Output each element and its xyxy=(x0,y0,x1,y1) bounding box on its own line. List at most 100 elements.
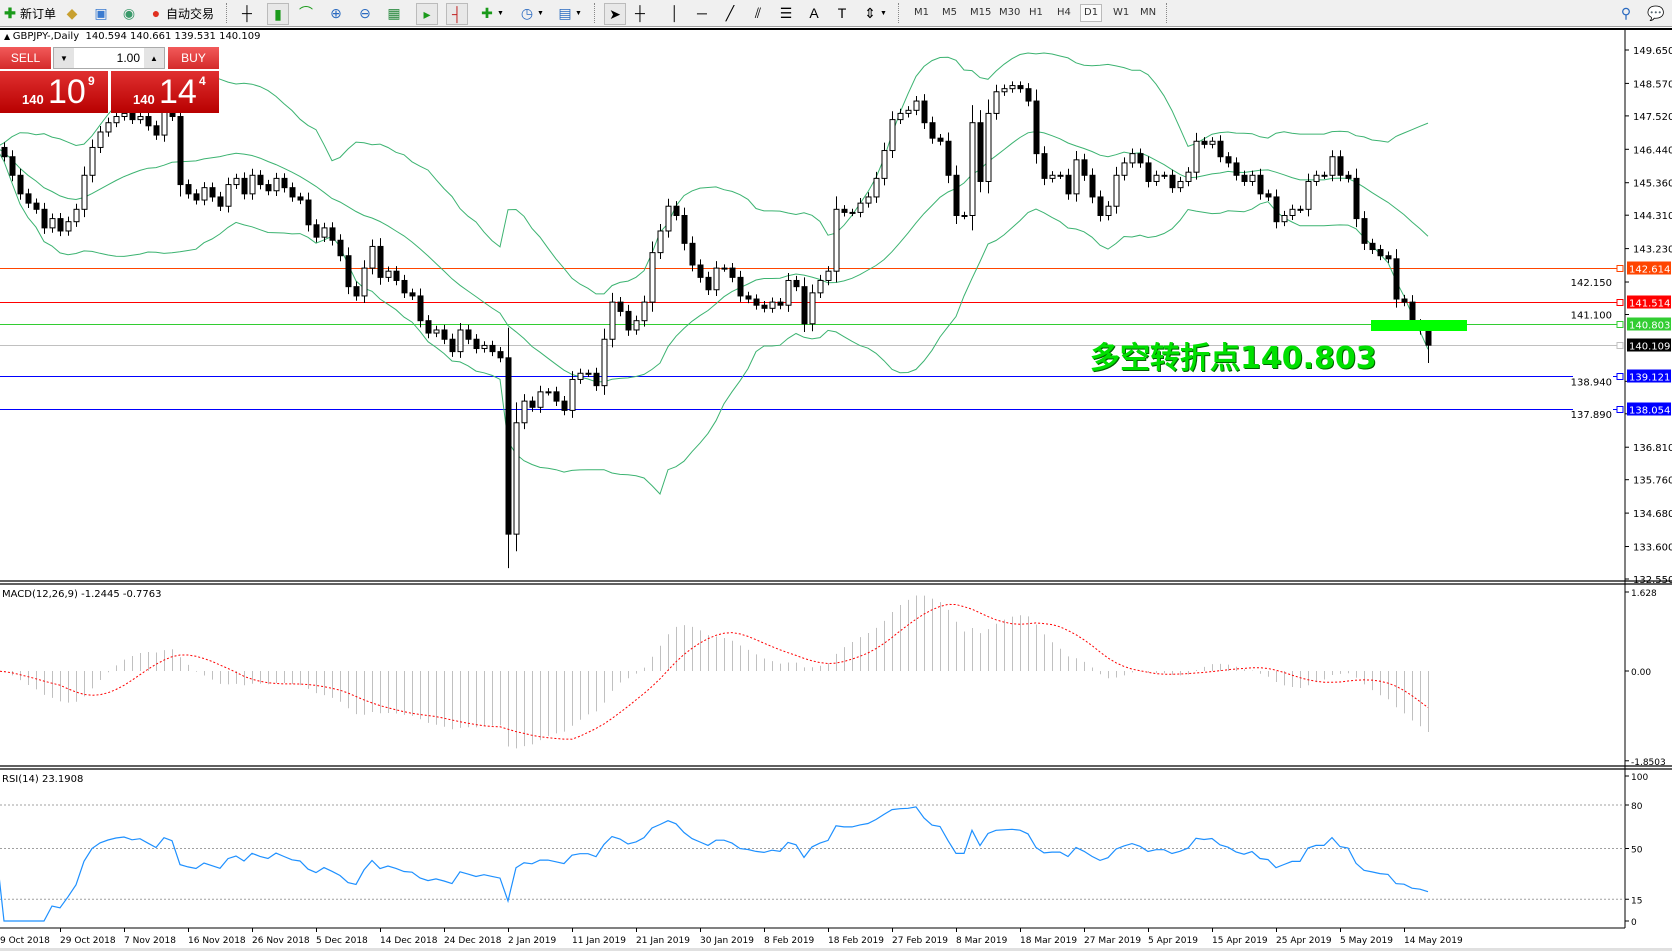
candle-body-bear xyxy=(329,227,336,241)
candle-body-bear xyxy=(129,112,136,121)
indicators-button[interactable]: ✚ ▼ xyxy=(477,3,504,23)
candle xyxy=(1073,151,1080,202)
market-watch-button[interactable]: ◆ xyxy=(62,3,82,23)
crosshair-tool-button[interactable]: ┼ xyxy=(630,3,650,23)
buy-button[interactable]: BUY xyxy=(168,47,219,70)
chevron-down-icon: ▼ xyxy=(537,9,544,17)
bollinger-lower-band xyxy=(0,153,1429,495)
price-tick-label: 141.100 xyxy=(1571,311,1612,322)
auto-trading-button[interactable]: ● 自动交易 xyxy=(146,3,214,23)
search-button[interactable]: ⚲ xyxy=(1616,3,1636,23)
candle xyxy=(1329,150,1336,182)
text-tool-button[interactable]: A xyxy=(804,3,824,23)
price-level-label-bg xyxy=(1627,295,1671,309)
horizontal-line-button[interactable]: ─ xyxy=(692,3,712,23)
candle-body-bull xyxy=(161,109,168,136)
lot-decrease-button[interactable]: ▼ xyxy=(54,48,74,68)
candle xyxy=(913,95,920,116)
bar-chart-button[interactable]: ┼ xyxy=(237,3,257,23)
candle xyxy=(609,292,616,348)
candle xyxy=(857,198,864,218)
candle-body-bear xyxy=(921,100,928,124)
trendline-button[interactable]: ╱ xyxy=(720,3,740,23)
candle xyxy=(73,203,80,227)
candle xyxy=(1041,146,1048,186)
new-order-button[interactable]: ✚ 新订单 xyxy=(0,3,56,23)
timeframe-h1[interactable]: H1 xyxy=(1029,7,1043,18)
equidistant-channel-button[interactable]: ⫽ xyxy=(748,3,768,23)
candle-body-bear xyxy=(409,292,416,297)
arrows-button[interactable]: ⇕ ▼ xyxy=(860,3,887,23)
date-label: 7 Nov 2018 xyxy=(124,936,176,946)
candle-body-bear xyxy=(1089,174,1096,198)
candle xyxy=(497,346,504,363)
price-tick-label-bg xyxy=(1573,307,1613,321)
timeframe-m30[interactable]: M30 xyxy=(999,7,1021,18)
timeframe-m1[interactable]: M1 xyxy=(914,7,929,18)
date-label: 25 Apr 2019 xyxy=(1276,936,1332,946)
line-chart-button[interactable]: ⌒ xyxy=(296,3,316,23)
candle-body-bear xyxy=(145,116,152,127)
candle-body-bear xyxy=(425,320,432,334)
candle-body-bear xyxy=(505,357,512,535)
candle-body-bull xyxy=(1289,208,1296,217)
collapse-triangle-icon[interactable]: ▲ xyxy=(4,32,13,41)
zoom-in-button[interactable]: ⊕ xyxy=(326,3,346,23)
candle xyxy=(681,207,688,251)
text-label-icon: T xyxy=(837,5,847,21)
sell-price-main: 10 xyxy=(48,73,86,111)
candle xyxy=(745,291,752,304)
candle xyxy=(97,125,104,154)
candle xyxy=(985,99,992,194)
tile-windows-button[interactable]: ▦ xyxy=(384,3,404,23)
candle-body-bull xyxy=(905,109,912,114)
templates-button[interactable]: ▤ ▼ xyxy=(555,3,582,23)
zoom-out-button[interactable]: ⊖ xyxy=(355,3,375,23)
candlestick-button[interactable]: ▮ xyxy=(267,3,289,25)
sell-price-button[interactable]: 140 10 9 xyxy=(0,71,108,113)
rsi-tick-label: 50 xyxy=(1631,846,1643,856)
chart-shift-button[interactable]: ┤ xyxy=(446,3,468,25)
vertical-line-button[interactable]: │ xyxy=(665,3,685,23)
candle xyxy=(1201,137,1208,149)
price-tick-label: 136.810 xyxy=(1633,443,1672,454)
lot-size-input[interactable]: ▼ 1.00 ▲ xyxy=(53,47,165,69)
candle-body-bull xyxy=(1049,174,1056,179)
timeframe-h4[interactable]: H4 xyxy=(1057,7,1071,18)
candle-body-bull xyxy=(849,211,856,214)
price-tick-label: 135.760 xyxy=(1633,476,1672,487)
candle-body-bull xyxy=(1329,156,1336,176)
fibonacci-button[interactable]: ☰ xyxy=(776,3,796,23)
signals-button[interactable]: ◉ xyxy=(119,3,139,23)
buy-price-main: 14 xyxy=(159,73,197,111)
cursor-tool-button[interactable]: ➤ xyxy=(604,3,626,25)
lot-increase-button[interactable]: ▲ xyxy=(144,48,164,68)
candle xyxy=(601,328,608,395)
chat-button[interactable]: 💬 xyxy=(1646,3,1666,23)
candle xyxy=(49,213,56,233)
candle xyxy=(25,188,32,208)
candle xyxy=(1105,201,1112,221)
auto-scroll-button[interactable]: ▸ xyxy=(416,3,438,25)
navigator-button[interactable]: ▣ xyxy=(91,3,111,23)
date-label: 21 Jan 2019 xyxy=(636,936,690,946)
periods-button[interactable]: ◷ ▼ xyxy=(517,3,544,23)
timeframe-m5[interactable]: M5 xyxy=(942,7,957,18)
candle-body-bull xyxy=(321,227,328,238)
buy-price-button[interactable]: 140 14 4 xyxy=(111,71,219,113)
macd-tick-label: 1.628 xyxy=(1631,589,1657,599)
timeframe-w1[interactable]: W1 xyxy=(1113,7,1130,18)
one-click-trading-panel: SELL ▼ 1.00 ▲ BUY 140 10 9 140 14 4 xyxy=(0,47,219,113)
candle-body-bear xyxy=(793,279,800,288)
timeframe-d1[interactable]: D1 xyxy=(1080,4,1103,22)
candle xyxy=(417,288,424,328)
sell-button[interactable]: SELL xyxy=(0,47,51,70)
price-level-handle xyxy=(1616,373,1624,380)
candle xyxy=(929,116,936,144)
timeframe-m15[interactable]: M15 xyxy=(970,7,992,18)
price-level-handle xyxy=(1616,342,1624,349)
candle xyxy=(737,270,744,302)
text-label-button[interactable]: T xyxy=(832,3,852,23)
timeframe-mn[interactable]: MN xyxy=(1140,7,1157,18)
